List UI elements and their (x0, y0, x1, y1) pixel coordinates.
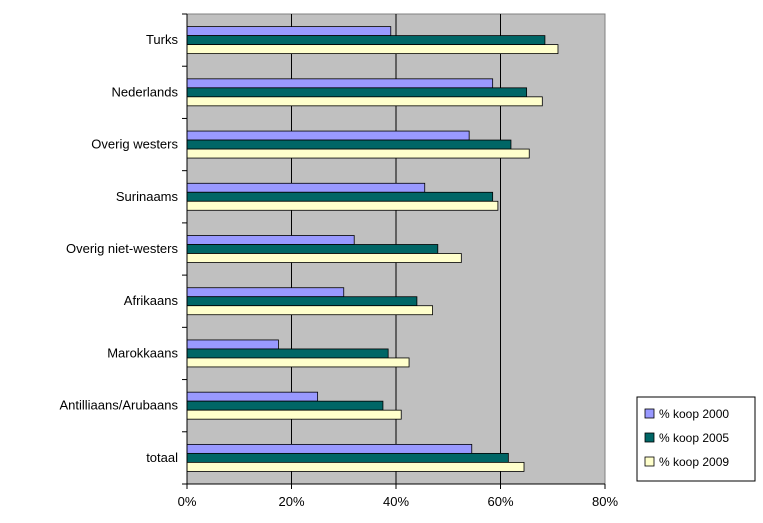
category-label: Afrikaans (124, 293, 179, 308)
bar-2005 (186, 191, 494, 202)
x-tick-label: 60% (487, 494, 513, 509)
category-labels: Turks Nederlands Overig westers Surinaams Ov… (59, 32, 178, 465)
bar-2005 (186, 452, 509, 463)
bar-2009 (186, 148, 530, 159)
legend-swatch (644, 432, 655, 443)
x-tick-label: 80% (592, 494, 618, 509)
legend-label: % koop 2009 (659, 455, 729, 469)
category-label: Overig westers (91, 137, 178, 152)
bar-2009 (186, 409, 402, 420)
bar-2000 (186, 391, 319, 402)
bar-2005 (186, 348, 389, 359)
category-label: Antilliaans/Arubaans (59, 398, 178, 413)
category-label: Nederlands (112, 84, 179, 99)
legend-swatch (644, 408, 655, 419)
bar-2000 (186, 26, 392, 37)
x-tick-label: 0% (178, 494, 197, 509)
bar-2009 (186, 461, 525, 472)
legend-box (636, 396, 756, 482)
bar-2009 (186, 200, 499, 211)
legend-label: % koop 2005 (659, 431, 729, 445)
bar-2005 (186, 400, 384, 411)
bar-2000 (186, 130, 470, 141)
bar-2000 (186, 235, 355, 245)
bar-2005 (186, 244, 439, 254)
bar-2005 (186, 35, 546, 46)
bar-2005 (186, 296, 418, 307)
legend-swatch (644, 456, 655, 467)
bar-2009 (186, 357, 410, 368)
category-label: totaal (146, 450, 178, 465)
category-label: Turks (146, 32, 179, 47)
x-tick-label: 40% (383, 494, 409, 509)
bar-2009 (186, 305, 433, 316)
bar-2000 (186, 287, 345, 298)
bar-2009 (186, 44, 559, 55)
axes (182, 13, 606, 489)
bar-2000 (186, 182, 426, 193)
bar-2000 (186, 443, 473, 454)
legend: % koop 2000 % koop 2005 % koop 2009 (636, 396, 756, 482)
category-label: Overig niet-westers (66, 241, 178, 256)
bar-2009 (186, 253, 462, 263)
category-label: Marokkaans (107, 345, 178, 360)
bar-2005 (186, 139, 512, 150)
bar-2009 (186, 96, 543, 107)
x-tick-labels: 0% 20% 40% 60% 80% (178, 494, 619, 509)
bar-2000 (186, 78, 494, 89)
legend-label: % koop 2000 (659, 407, 729, 421)
x-tick-label: 20% (278, 494, 304, 509)
category-label: Surinaams (116, 189, 179, 204)
bar-2000 (186, 339, 279, 350)
bar-2005 (186, 87, 528, 98)
